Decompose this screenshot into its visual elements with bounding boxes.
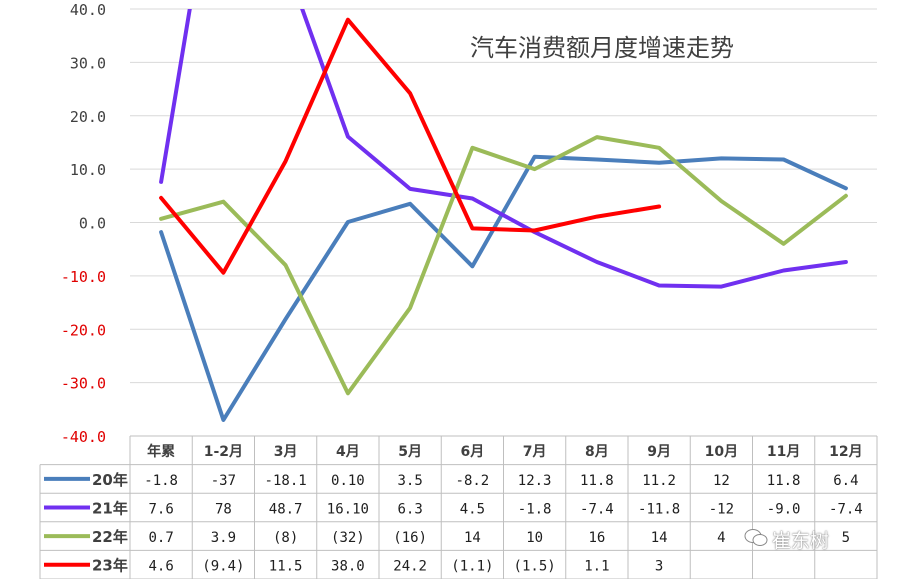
data-label: 6.4 bbox=[833, 473, 858, 489]
y-tick-label: 10.0 bbox=[70, 161, 106, 179]
y-axis-ticks: 40.0 30.0 20.0 10.0 0.0 -10.0 -20.0 -30.0 -40.0 bbox=[61, 1, 106, 446]
data-label: 5 bbox=[842, 530, 850, 546]
data-label: -11.8 bbox=[638, 502, 680, 518]
x-tick-label: 1-2月 bbox=[204, 444, 243, 460]
data-label: 4 bbox=[717, 530, 725, 546]
x-tick-label: 11月 bbox=[767, 444, 800, 460]
y-tick-label: 20.0 bbox=[70, 108, 106, 126]
legend-label: 22年 bbox=[92, 528, 128, 546]
x-tick-label: 5月 bbox=[398, 444, 422, 460]
data-label: (32) bbox=[331, 530, 365, 546]
legend-label: 23年 bbox=[92, 557, 128, 575]
x-tick-label: 6月 bbox=[461, 444, 485, 460]
data-label: -18.1 bbox=[265, 473, 307, 489]
data-label: 16.10 bbox=[327, 502, 369, 518]
data-label: (16) bbox=[393, 530, 427, 546]
data-label: (9.4) bbox=[202, 559, 244, 575]
data-label: 16 bbox=[588, 530, 605, 546]
data-label: -7.4 bbox=[829, 502, 863, 518]
data-label: 38.0 bbox=[331, 559, 365, 575]
data-label: (8) bbox=[273, 530, 298, 546]
chart-title: 汽车消费额月度增速走势 bbox=[470, 34, 734, 62]
x-tick-label: 9月 bbox=[647, 444, 671, 460]
data-label: 24.2 bbox=[393, 559, 427, 575]
gridlines bbox=[130, 8, 877, 384]
data-label: -37 bbox=[211, 473, 236, 489]
data-label: 1.1 bbox=[584, 559, 609, 575]
data-label: -1.8 bbox=[518, 502, 552, 518]
data-label: -8.2 bbox=[456, 473, 490, 489]
data-label: -7.4 bbox=[580, 502, 614, 518]
x-tick-label: 7月 bbox=[523, 444, 547, 460]
watermark: 崔东树 bbox=[772, 530, 830, 552]
y-tick-label: -40.0 bbox=[61, 428, 106, 446]
data-label: 3 bbox=[655, 559, 663, 575]
data-label: 4.6 bbox=[148, 559, 173, 575]
data-label: 10 bbox=[526, 530, 543, 546]
data-label: 6.3 bbox=[397, 502, 422, 518]
x-tick-label: 年累 bbox=[147, 443, 175, 460]
legend-label: 21年 bbox=[92, 500, 128, 518]
y-tick-label: -20.0 bbox=[61, 321, 106, 339]
data-label: 11.8 bbox=[767, 473, 801, 489]
series-line-20年 bbox=[159, 154, 848, 422]
data-label: 48.7 bbox=[269, 502, 303, 518]
wechat-icon bbox=[744, 529, 768, 546]
y-tick-label: 30.0 bbox=[70, 54, 106, 72]
y-tick-label: 40.0 bbox=[70, 1, 106, 19]
data-label: 3.5 bbox=[397, 473, 422, 489]
x-tick-label: 3月 bbox=[274, 444, 298, 460]
data-label: 14 bbox=[651, 530, 668, 546]
legend-label: 20年 bbox=[92, 471, 128, 489]
x-tick-label: 8月 bbox=[585, 444, 609, 460]
data-label: 4.5 bbox=[460, 502, 485, 518]
x-tick-label: 10月 bbox=[705, 444, 738, 460]
data-label: (1.1) bbox=[451, 559, 493, 575]
series-line-21年 bbox=[159, 9, 848, 289]
data-label: 78 bbox=[215, 502, 232, 518]
y-tick-label: -30.0 bbox=[61, 375, 106, 393]
data-label: 3.9 bbox=[211, 530, 236, 546]
x-tick-label: 12月 bbox=[829, 444, 862, 460]
y-tick-label: -10.0 bbox=[61, 268, 106, 286]
data-label: -1.8 bbox=[144, 473, 178, 489]
series-lines bbox=[159, 9, 848, 422]
data-label: 14 bbox=[464, 530, 481, 546]
data-label: -9.0 bbox=[767, 502, 801, 518]
data-label: 11.8 bbox=[580, 473, 614, 489]
data-table: 年累 1-2月 3月 4月 5月 6月 7月 8月 9月 10月 11月 12月 20年 -1.8 -37 -… bbox=[39, 435, 878, 579]
data-label: 12 bbox=[713, 473, 730, 489]
x-tick-label: 4月 bbox=[336, 444, 360, 460]
y-tick-label: 0.0 bbox=[79, 215, 106, 233]
data-label: 7.6 bbox=[148, 502, 173, 518]
data-label: 11.2 bbox=[642, 473, 676, 489]
data-label: 0.10 bbox=[331, 473, 365, 489]
data-label: 12.3 bbox=[518, 473, 552, 489]
data-label: -12 bbox=[709, 502, 734, 518]
series-line-22年 bbox=[159, 135, 848, 396]
data-label: (1.5) bbox=[514, 559, 556, 575]
data-label: 11.5 bbox=[269, 559, 303, 575]
data-label: 0.7 bbox=[148, 530, 173, 546]
